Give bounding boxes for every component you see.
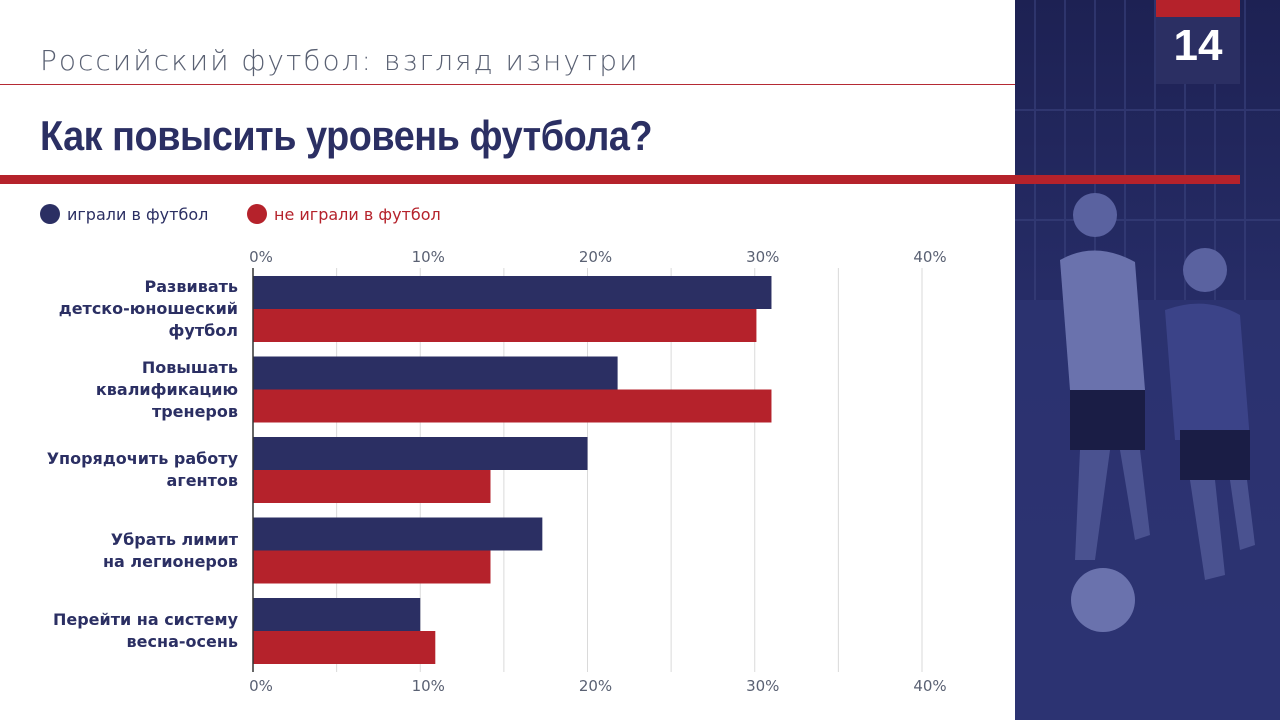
x-tick-label-bottom: 20%	[579, 677, 612, 695]
category-label-line: Перейти на систему	[52, 610, 238, 629]
title-divider	[0, 175, 1240, 184]
bar-played-3	[253, 517, 543, 551]
legend-not-played: не играли в футбол	[247, 204, 441, 224]
photo-illustration	[1015, 0, 1280, 720]
category-label-0: Развивать детско-юношеский футбол	[40, 276, 238, 342]
page-number-badge: 14	[1156, 0, 1240, 84]
category-label-line: агентов	[166, 471, 238, 490]
bar-not-played-0	[253, 309, 757, 342]
category-label-3: Убрать лимит на легионеров	[40, 529, 238, 573]
badge-red-cap	[1156, 0, 1240, 17]
category-label-4: Перейти на систему весна-осень	[40, 609, 238, 653]
bar-not-played-2	[253, 470, 491, 503]
x-tick-label-bottom: 40%	[913, 677, 946, 695]
category-label-2: Упорядочить работу агентов	[40, 448, 238, 492]
bar-played-2	[253, 437, 588, 470]
category-label-line: детско-юношеский	[58, 299, 238, 318]
football-players-photo	[1015, 0, 1280, 720]
category-label-line: Убрать лимит	[110, 529, 238, 549]
category-label-line: Упорядочить работу	[46, 449, 238, 468]
subtitle-divider	[0, 84, 1015, 85]
category-label-1: Повышать квалификацию тренеров	[40, 357, 238, 423]
bar-not-played-4	[253, 631, 436, 664]
x-tick-label-top: 0%	[249, 248, 273, 266]
category-label-line: Развивать	[144, 277, 238, 296]
legend-not-played-label: не играли в футбол	[274, 204, 441, 224]
presentation-subtitle: Российский футбол: взгляд изнутри	[40, 44, 640, 77]
page-number: 14	[1173, 21, 1223, 70]
legend-played: играли в футбол	[40, 204, 208, 224]
category-label-line: весна-осень	[126, 632, 238, 651]
bar-not-played-1	[253, 389, 772, 423]
legend-not-played-swatch	[247, 204, 267, 224]
x-tick-label-bottom: 10%	[412, 677, 445, 695]
slide-title: Как повысить уровень футбола?	[40, 112, 653, 159]
category-label-line: футбол	[168, 321, 238, 340]
bar-played-0	[253, 276, 772, 309]
category-label-line: Повышать	[141, 357, 238, 377]
legend-played-swatch	[40, 204, 60, 224]
category-label-line: на легионеров	[102, 551, 238, 571]
category-label-line: квалификацию	[95, 379, 238, 399]
x-tick-label-bottom: 0%	[249, 677, 273, 695]
legend-played-label: играли в футбол	[67, 204, 209, 224]
bar-not-played-3	[253, 550, 491, 584]
bar-played-1	[253, 356, 618, 390]
bar-chart: 0% 0% 10% 10% 20% 20% 30% 30% 40% 40%	[249, 248, 947, 695]
x-tick-label-top: 40%	[913, 248, 946, 266]
x-tick-label-top: 20%	[579, 248, 612, 266]
x-tick-label-top: 30%	[746, 248, 779, 266]
x-tick-label-bottom: 30%	[746, 677, 779, 695]
x-tick-label-top: 10%	[412, 248, 445, 266]
bar-played-4	[253, 598, 421, 631]
category-label-line: тренеров	[151, 401, 238, 421]
